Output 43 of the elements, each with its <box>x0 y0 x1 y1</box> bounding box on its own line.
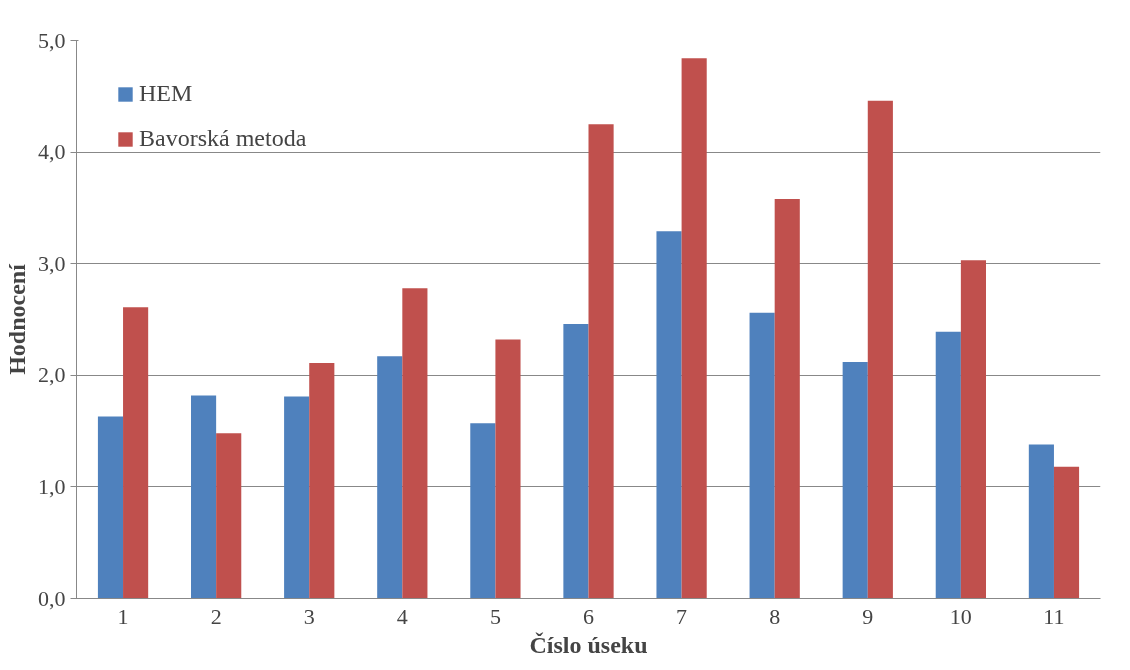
bar <box>377 356 403 599</box>
legend-label: Bavorská metoda <box>139 125 307 152</box>
x-tick-label: 9 <box>862 603 874 629</box>
y-tick-label: 4,0 <box>38 139 66 165</box>
bar <box>402 288 428 599</box>
bar <box>842 361 868 599</box>
bar <box>774 198 800 599</box>
bar <box>1028 444 1054 599</box>
bar <box>656 231 682 599</box>
bar <box>960 260 986 599</box>
bar <box>749 312 775 599</box>
y-tick-label: 1,0 <box>38 473 66 499</box>
legend-label: HEM <box>139 80 193 107</box>
x-tick-label: 3 <box>303 603 315 629</box>
x-tick-label: 10 <box>949 603 972 629</box>
bar <box>470 423 496 599</box>
y-tick-label: 5,0 <box>38 27 66 53</box>
x-tick-label: 4 <box>396 603 408 629</box>
bar <box>216 433 242 599</box>
x-tick-label: 11 <box>1043 603 1065 629</box>
bar <box>123 307 149 599</box>
bar <box>935 331 961 599</box>
bar <box>681 58 707 599</box>
bar <box>1053 466 1080 599</box>
bar <box>284 396 310 599</box>
bar <box>309 363 335 599</box>
y-tick-label: 2,0 <box>38 362 66 388</box>
x-tick-label: 6 <box>583 603 594 629</box>
x-tick-label: 1 <box>117 603 129 629</box>
bar <box>97 416 124 599</box>
x-tick-label: 7 <box>676 603 688 629</box>
y-axis-title: Hodnocení <box>4 263 30 375</box>
y-tick-label: 0,0 <box>38 585 66 611</box>
bar <box>563 323 589 599</box>
x-axis-title: Číslo úseku <box>529 631 648 658</box>
x-tick-label: 8 <box>769 603 781 629</box>
bar <box>867 100 893 599</box>
bar <box>495 339 521 599</box>
x-tick-label: 5 <box>489 603 501 629</box>
y-tick-label: 3,0 <box>38 250 66 276</box>
bar <box>191 395 217 599</box>
bar <box>588 124 614 599</box>
x-tick-label: 2 <box>210 603 222 629</box>
